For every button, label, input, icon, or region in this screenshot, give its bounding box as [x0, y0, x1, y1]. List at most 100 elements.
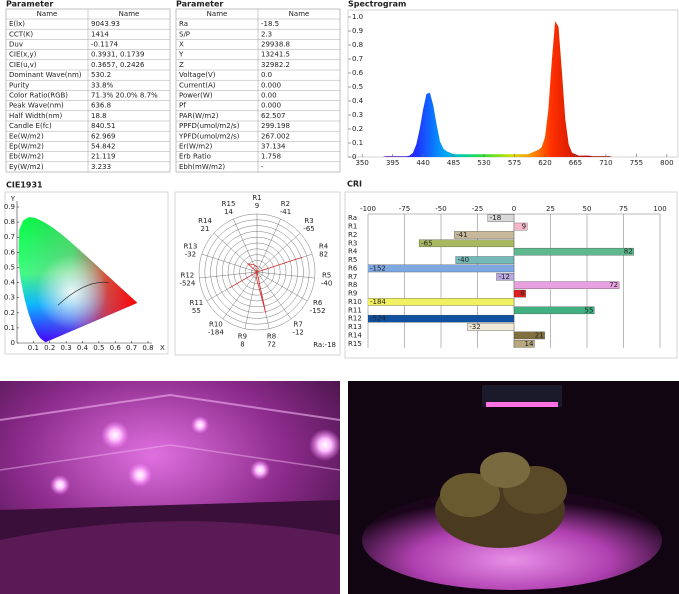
- y-tick-label: 0.8: [4, 218, 15, 226]
- column-header: Name: [37, 10, 58, 18]
- planckian-locus: [57, 281, 109, 306]
- y-tick-label: R1: [348, 223, 357, 231]
- radar-category: R6: [313, 299, 323, 307]
- table-cell: CCT(K): [9, 30, 33, 38]
- radar-value-label: 55: [192, 307, 201, 315]
- table-cell: 636.8: [91, 102, 111, 110]
- y-tick-label: R10: [348, 298, 362, 306]
- table-cell: 21.119: [91, 153, 116, 161]
- table-cell: 62.969: [91, 132, 116, 140]
- table-cell: Ee(W/m2): [9, 132, 44, 140]
- table-cell: 1414: [91, 30, 109, 38]
- radar-value-label: -40: [321, 279, 332, 287]
- radar-value-label: -184: [208, 329, 224, 337]
- table-cell: 1.758: [261, 153, 281, 161]
- radar-value-label: 9: [255, 202, 259, 210]
- y-tick-label: 0.3: [352, 111, 363, 119]
- table-cell: Eb(W/m2): [9, 153, 44, 161]
- x-tick-label: 0.7: [126, 344, 137, 352]
- y-tick-label: R4: [348, 248, 358, 256]
- value-label: -524: [370, 315, 386, 323]
- table-cell: 37.134: [261, 143, 286, 151]
- x-tick-label: 485: [447, 159, 460, 167]
- bar: [513, 331, 545, 340]
- table-cell: 2.3: [261, 30, 272, 38]
- bar: [513, 289, 526, 298]
- radar-value-label: 14: [224, 208, 233, 216]
- x-tick-label: 0.5: [93, 344, 104, 352]
- y-tick-label: 0.8: [352, 41, 363, 49]
- bar: [513, 340, 535, 348]
- x-tick-label: 800: [660, 159, 673, 167]
- table-cell: Ey(W/m2): [9, 163, 44, 171]
- table-cell: 9043.93: [91, 20, 120, 28]
- radar-category: R2: [281, 200, 290, 208]
- x-tick-label: 440: [416, 159, 429, 167]
- y-tick-label: 0.5: [352, 83, 363, 91]
- radar-category: R9: [238, 332, 247, 340]
- value-label: -184: [370, 298, 386, 306]
- radar-spoke: [256, 218, 281, 273]
- x-tick-label: -25: [472, 205, 483, 213]
- x-tick-label: 0.4: [77, 344, 89, 352]
- y-tick-label: R14: [348, 331, 362, 339]
- bar: [487, 214, 515, 222]
- radar-value-label: -152: [310, 307, 326, 315]
- y-tick-label: 0.7: [4, 233, 15, 241]
- x-tick-label: 0.2: [44, 344, 55, 352]
- chart-title: CRI: [347, 180, 362, 189]
- y-tick-label: 0.1: [4, 324, 15, 332]
- radar-value-label: 8: [240, 340, 244, 348]
- y-axis-label: Y: [10, 195, 16, 203]
- table-cell: 267.002: [261, 132, 290, 140]
- x-tick-label: 0: [512, 205, 516, 213]
- table-cell: Ra: [179, 20, 188, 28]
- radar-value-label: 72: [267, 340, 276, 348]
- x-tick-label: 575: [508, 159, 521, 167]
- radar-value-label: -12: [292, 329, 303, 337]
- radar-value-label: 21: [201, 225, 210, 233]
- table-cell: Half Width(nm): [9, 112, 63, 120]
- table-cell: YPFD(umol/m2/s): [178, 132, 240, 140]
- column-header: Name: [119, 10, 140, 18]
- table-cell: Candle E(fc): [9, 122, 52, 130]
- table-cell: 54.842: [91, 143, 116, 151]
- y-tick-label: 0.2: [352, 125, 363, 133]
- radar-category: R5: [322, 271, 331, 279]
- table-cell: 840.51: [91, 122, 116, 130]
- radar-value-label: -65: [303, 225, 314, 233]
- y-tick-label: R11: [348, 306, 362, 314]
- table-cell: 32982.2: [261, 61, 290, 69]
- table-cell: PAR(W/m2): [179, 112, 219, 120]
- table-cell: 0.3931, 0.1739: [91, 51, 144, 59]
- value-label: 8: [520, 290, 524, 298]
- table-cell: 530.2: [91, 71, 111, 79]
- table-cell: S/P: [179, 30, 190, 38]
- y-tick-label: 0.6: [4, 248, 16, 256]
- column-header: Name: [207, 10, 228, 18]
- bar: [453, 231, 515, 239]
- y-tick-label: 0.7: [352, 55, 363, 63]
- y-tick-label: 0.4: [4, 279, 16, 287]
- spectral-locus: [18, 217, 138, 343]
- table-cell: Current(A): [179, 81, 216, 89]
- radar-category: R3: [304, 217, 313, 225]
- radar-value-label: -524: [179, 279, 195, 287]
- x-tick-label: 25: [546, 205, 555, 213]
- y-tick-label: R9: [348, 290, 357, 298]
- radar-value-label: 82: [319, 250, 328, 258]
- y-tick-label: R5: [348, 256, 357, 264]
- y-tick-label: 0.1: [352, 139, 363, 147]
- table-cell: -0.1174: [91, 41, 119, 49]
- bar: [368, 314, 515, 323]
- table-title: Parameter: [6, 0, 53, 9]
- radar-category: R1: [252, 194, 261, 202]
- value-label: -32: [469, 323, 480, 331]
- table-cell: CIE(u,v): [9, 61, 37, 69]
- bar: [496, 273, 515, 281]
- value-label: -65: [421, 239, 432, 247]
- y-tick-label: 1.0: [352, 13, 363, 21]
- radar-line: [229, 256, 303, 313]
- bars: [368, 214, 634, 348]
